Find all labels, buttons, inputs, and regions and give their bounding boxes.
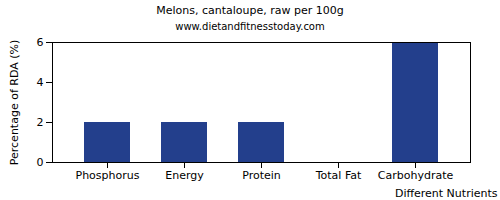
svg-text:Different Nutrients: Different Nutrients <box>395 187 498 200</box>
svg-text:0: 0 <box>37 156 44 169</box>
svg-text:6: 6 <box>37 36 44 49</box>
svg-text:Percentage of RDA (%): Percentage of RDA (%) <box>8 40 21 165</box>
html-text:www.dietandfitnesstoday.com: www.dietandfitnesstoday.com <box>175 21 325 32</box>
svg-text:Total Fat: Total Fat <box>315 169 362 182</box>
svg-text:Protein: Protein <box>242 169 281 182</box>
html-text:Melons, cantaloupe, raw per 10: Melons, cantaloupe, raw per 100g <box>156 4 344 17</box>
svg-text:Carbohydrate: Carbohydrate <box>378 169 454 182</box>
svg-text:Energy: Energy <box>165 169 204 182</box>
svg-text:4: 4 <box>37 76 44 89</box>
svg-text:Phosphorus: Phosphorus <box>76 169 140 182</box>
svg-text:2: 2 <box>37 116 44 129</box>
